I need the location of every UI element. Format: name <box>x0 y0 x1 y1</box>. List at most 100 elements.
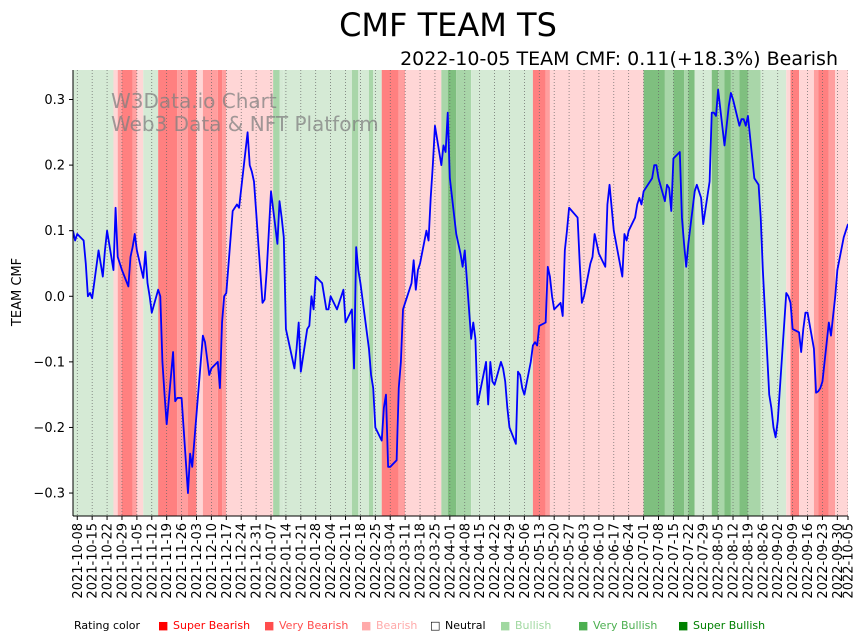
x-tick-label: 2022-06-03 <box>577 523 592 599</box>
x-tick-label: 2021-12-03 <box>190 523 205 599</box>
y-tick-label: −0.3 <box>33 487 65 502</box>
x-tick-label: 2022-09-23 <box>816 523 831 599</box>
rating-band-bullish <box>279 70 284 516</box>
rating-band-very-bearish <box>132 70 137 516</box>
chart-subtitle: 2022-10-05 TEAM CMF: 0.11(+18.3%) Bearis… <box>400 48 838 70</box>
rating-band-super-bullish <box>447 70 457 516</box>
rating-band-bullish <box>358 70 369 516</box>
x-tick-label: 2022-02-18 <box>354 523 369 599</box>
x-tick-label: 2022-08-05 <box>712 523 727 599</box>
legend-item-bearish: ■ Bearish <box>361 619 417 632</box>
x-tick-label: 2022-01-14 <box>279 523 294 599</box>
x-tick-label: 2022-07-22 <box>682 523 697 599</box>
legend-item-very-bearish: ■ Very Bearish <box>264 619 348 632</box>
x-tick-label: 2022-03-18 <box>414 523 429 599</box>
x-tick-label: 2022-09-02 <box>771 523 786 599</box>
rating-band-super-bearish <box>158 70 178 516</box>
rating-band-bearish <box>405 70 442 516</box>
rating-band-super-bearish <box>121 70 133 516</box>
rating-band-bullish <box>143 70 159 516</box>
x-tick-label: 2022-09-30 <box>831 523 846 599</box>
x-tick-label: 2022-02-25 <box>369 523 384 599</box>
x-tick-label: 2022-09-16 <box>801 523 816 599</box>
legend-swatch: □ <box>430 619 440 632</box>
x-tick-label: 2022-04-01 <box>443 523 458 599</box>
rating-band-very-bearish <box>222 70 227 516</box>
rating-band-bullish <box>283 70 352 516</box>
x-tick-label: 2022-03-25 <box>428 523 443 599</box>
cmf-series-line <box>73 88 848 494</box>
watermark: W3Data.io Chart Web3 Data & NFT Platform <box>111 89 379 136</box>
y-tick-label: −0.2 <box>33 421 65 436</box>
rating-bands <box>73 70 848 516</box>
rating-band-very-bearish <box>828 70 836 516</box>
rating-band-bearish <box>226 70 274 516</box>
rating-band-super-bullish <box>724 70 731 516</box>
legend-swatch: ■ <box>264 619 274 632</box>
x-tick-label: 2022-03-04 <box>384 523 399 599</box>
y-axis-ticks: 0.3 0.2 0.1 0.0 −0.1 −0.2 −0.3 <box>33 93 73 502</box>
x-tick-label: 2022-06-17 <box>607 523 622 599</box>
legend-title: Rating color <box>74 619 141 632</box>
rating-band-very-bullish <box>368 70 374 516</box>
x-tick-label: 2022-06-10 <box>592 523 607 599</box>
x-tick-label: 2022-08-19 <box>741 523 756 599</box>
x-tick-label: 2021-11-26 <box>175 523 190 599</box>
legend-item-super-bearish: ■ Super Bearish <box>158 619 250 632</box>
legend-swatch: ■ <box>678 619 688 632</box>
rating-band-very-bullish <box>456 70 472 516</box>
x-tick-label: 2022-07-08 <box>652 523 667 599</box>
rating-band-bearish <box>786 70 791 516</box>
rating-band-bullish <box>760 70 787 516</box>
rating-band-very-bearish <box>177 70 188 516</box>
rating-band-very-bullish <box>441 70 448 516</box>
rating-band-very-bullish <box>718 70 725 516</box>
rating-band-bullish <box>471 70 533 516</box>
x-tick-label: 2021-10-29 <box>115 523 130 599</box>
y-axis-label: TEAM CMF <box>10 258 25 327</box>
legend-item-super-bullish: ■ Super Bullish <box>678 619 765 632</box>
y-tick-label: 0.3 <box>44 93 65 108</box>
legend-label: Super Bullish <box>693 619 765 632</box>
rating-band-super-bearish <box>818 70 829 516</box>
rating-band-very-bullish <box>664 70 674 516</box>
watermark-line-2: Web3 Data & NFT Platform <box>111 112 379 136</box>
x-tick-label: 2022-03-11 <box>399 523 414 599</box>
x-tick-label: 2022-08-26 <box>756 523 771 599</box>
x-tick-label: 2022-07-01 <box>637 523 652 599</box>
x-tick-label: 2021-12-10 <box>205 523 220 599</box>
x-tick-label: 2021-10-22 <box>101 523 116 599</box>
rating-band-super-bearish <box>217 70 223 516</box>
y-tick-label: 0.2 <box>44 159 65 174</box>
legend-swatch: ■ <box>578 619 588 632</box>
x-tick-label: 2022-09-09 <box>786 523 801 599</box>
x-tick-label: 2022-01-28 <box>309 523 324 599</box>
rating-band-super-bullish <box>688 70 695 516</box>
x-tick-label: 2022-04-29 <box>503 523 518 599</box>
legend-item-neutral: □ Neutral <box>430 619 486 632</box>
x-axis-ticks: 2021-10-08 2021-10-15 2021-10-22 2021-10-29… <box>71 516 857 599</box>
x-tick-label: 2022-02-04 <box>324 523 339 599</box>
chart-title: CMF TEAM TS <box>339 6 557 44</box>
x-tick-label: 2021-12-17 <box>220 523 235 599</box>
x-tick-label: 2021-12-31 <box>250 523 265 599</box>
rating-band-super-bullish <box>711 70 719 516</box>
legend-item-bullish: ■ Bullish <box>500 619 551 632</box>
legend-label: Bullish <box>515 619 551 632</box>
rating-band-super-bullish <box>643 70 665 516</box>
legend-label: Very Bullish <box>593 619 657 632</box>
x-tick-label: 2022-05-06 <box>518 523 533 599</box>
y-tick-label: −0.1 <box>33 355 65 370</box>
x-tick-label: 2022-06-24 <box>622 523 637 599</box>
x-tick-label: 2022-05-20 <box>548 523 563 599</box>
x-tick-label: 2021-11-19 <box>160 523 175 599</box>
rating-band-very-bearish <box>545 70 550 516</box>
x-tick-label: 2022-07-29 <box>697 523 712 599</box>
x-tick-label: 2021-11-12 <box>145 523 160 599</box>
legend: Rating color ■ Super Bearish ■ Very Bear… <box>74 619 765 632</box>
rating-band-very-bearish <box>117 70 122 516</box>
x-tick-label: 2022-02-11 <box>339 523 354 599</box>
y-tick-label: 0.0 <box>44 290 65 305</box>
legend-swatch: ■ <box>500 619 510 632</box>
